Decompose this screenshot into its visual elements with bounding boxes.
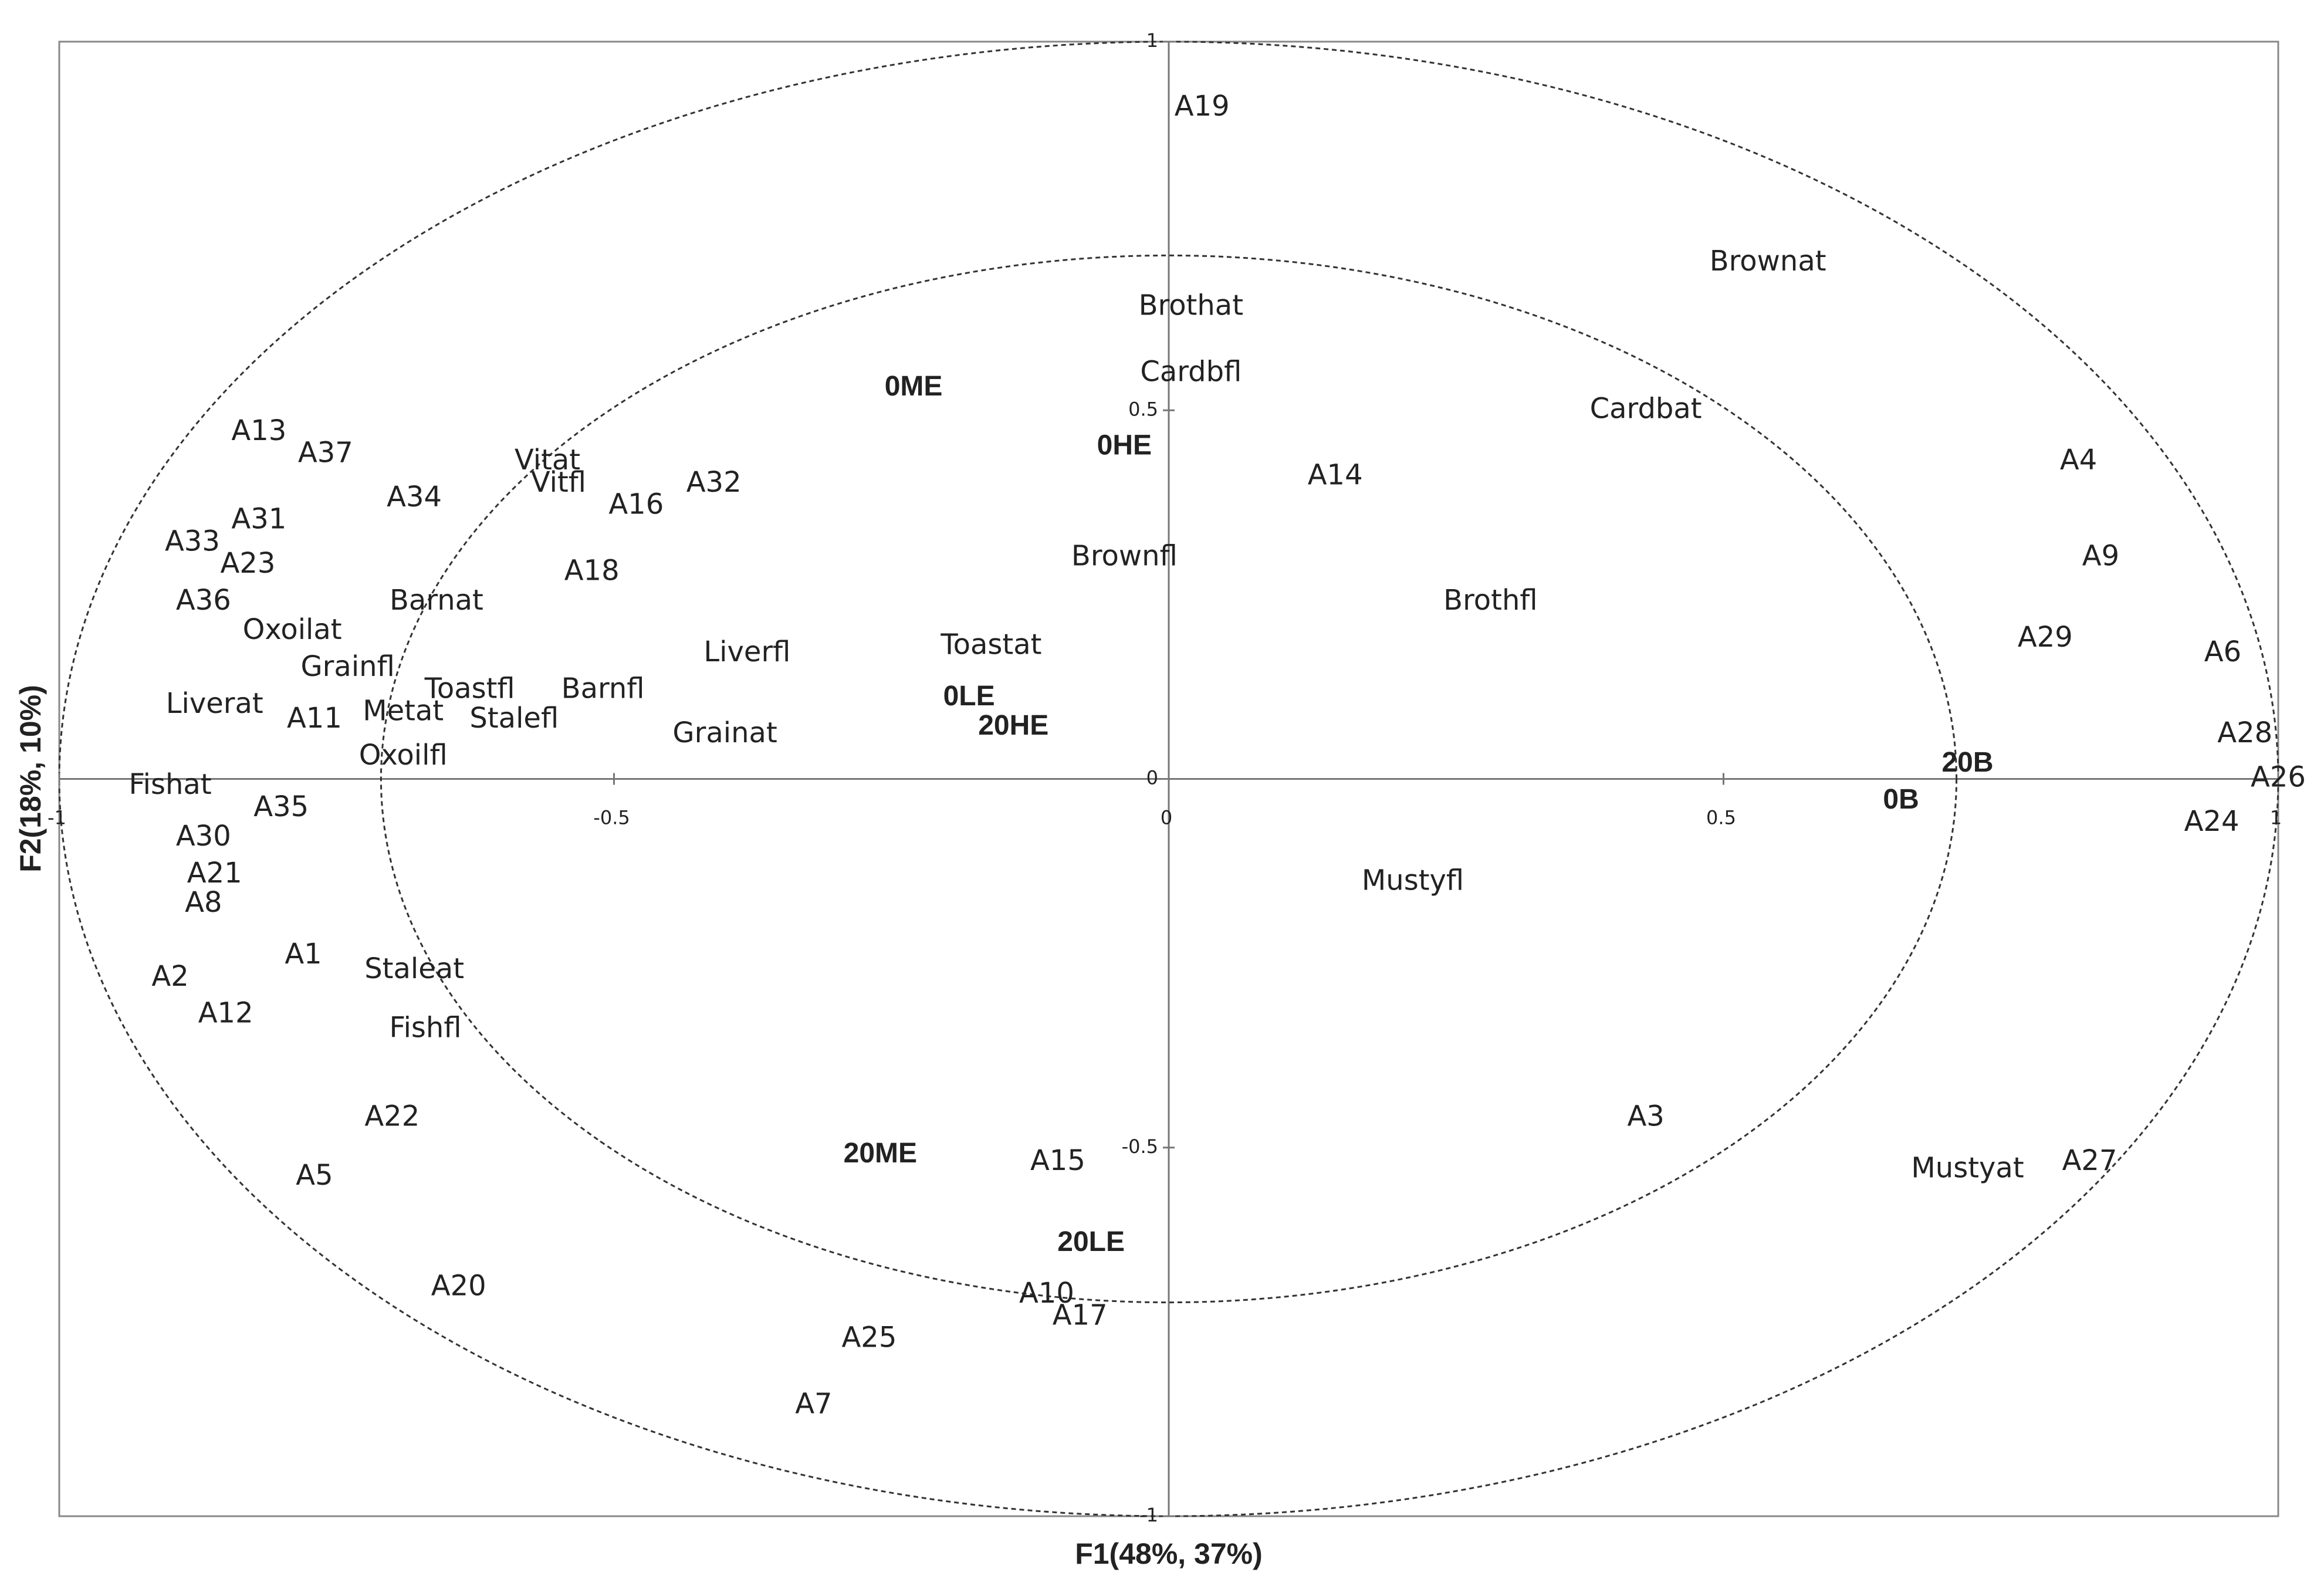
y-axis-title: F2(18%, 10%) bbox=[14, 685, 47, 873]
point-label: A29 bbox=[2018, 621, 2073, 654]
point-label: Brownat bbox=[1710, 245, 1826, 278]
point-label: A14 bbox=[1308, 458, 1363, 491]
point-label: A33 bbox=[165, 525, 220, 557]
y-tick-label: 0.5 bbox=[1128, 398, 1158, 420]
point-label: 20ME bbox=[844, 1138, 917, 1169]
point-label: Cardbat bbox=[1590, 392, 1702, 425]
point-label: Liverfl bbox=[703, 635, 790, 668]
y-tick-label: -0.5 bbox=[1122, 1135, 1158, 1158]
point-label: A30 bbox=[176, 820, 231, 853]
point-label: Liverat bbox=[166, 687, 263, 720]
point-label: Brothfl bbox=[1443, 584, 1537, 617]
point-label: 0B bbox=[1883, 784, 1919, 815]
point-label: A18 bbox=[564, 554, 620, 587]
correlation-circle bbox=[380, 254, 1958, 1304]
point-label: Fishfl bbox=[389, 1012, 461, 1044]
point-label: A34 bbox=[387, 481, 442, 513]
point-label: A26 bbox=[2251, 761, 2306, 794]
y-tick-label: -1 bbox=[1139, 1504, 1158, 1526]
point-label: Toastat bbox=[940, 628, 1041, 661]
point-label: Oxoilfl bbox=[359, 739, 448, 772]
point-label: Mustyfl bbox=[1362, 864, 1464, 897]
x-tick-label: -0.5 bbox=[593, 807, 630, 829]
point-label: Brownfl bbox=[1071, 540, 1178, 573]
point-label: A27 bbox=[2062, 1144, 2117, 1177]
point-label: A3 bbox=[1627, 1100, 1664, 1132]
point-label: A1 bbox=[285, 938, 322, 971]
point-label: A28 bbox=[2217, 716, 2272, 749]
point-label: Grainat bbox=[672, 716, 777, 749]
point-label: Toastfl bbox=[424, 672, 515, 705]
point-label: A31 bbox=[231, 503, 286, 536]
point-label: Grainfl bbox=[300, 650, 394, 683]
point-label: A32 bbox=[686, 466, 742, 499]
point-label: Mustyat bbox=[1911, 1151, 2024, 1184]
point-label: A36 bbox=[176, 584, 231, 617]
point-label: 20HE bbox=[978, 710, 1048, 741]
point-label: 0LE bbox=[943, 681, 995, 712]
point-label: Brothat bbox=[1139, 289, 1243, 322]
point-label: A6 bbox=[2204, 635, 2241, 668]
point-label: A37 bbox=[298, 437, 353, 469]
point-label: A10 bbox=[1019, 1277, 1074, 1310]
point-label: Metat bbox=[363, 694, 444, 727]
point-label: A16 bbox=[608, 488, 664, 521]
y-tick-label: 0 bbox=[1146, 767, 1158, 789]
point-label: Barnfl bbox=[561, 672, 645, 705]
point-label: A12 bbox=[198, 997, 253, 1030]
x-tick-label: -1 bbox=[48, 807, 66, 829]
x-tick-label: 1 bbox=[2270, 807, 2282, 829]
y-tick-label: 1 bbox=[1146, 29, 1158, 52]
point-label: 0ME bbox=[885, 371, 943, 402]
point-label: Oxoilat bbox=[243, 613, 342, 646]
point-label: Vitat bbox=[515, 444, 580, 476]
x-axis-title: F1(48%, 37%) bbox=[1075, 1537, 1263, 1570]
point-label: A19 bbox=[1175, 90, 1230, 123]
point-label: A15 bbox=[1030, 1144, 1085, 1177]
point-label: A2 bbox=[151, 960, 188, 993]
point-label: Vitfl bbox=[531, 466, 586, 499]
point-label: Cardbfl bbox=[1140, 355, 1242, 388]
point-label: A25 bbox=[841, 1321, 897, 1354]
point-label: A35 bbox=[253, 790, 309, 823]
point-label: Stalefl bbox=[469, 702, 559, 735]
point-label: 20B bbox=[1941, 747, 1993, 778]
point-label: A23 bbox=[221, 547, 276, 580]
point-label: A20 bbox=[431, 1269, 486, 1302]
point-label: A8 bbox=[185, 886, 222, 919]
point-label: A24 bbox=[2184, 805, 2240, 838]
point-label: A11 bbox=[287, 702, 342, 735]
point-label: A13 bbox=[231, 414, 286, 447]
point-label: Staleat bbox=[364, 952, 464, 985]
x-tick-label: 0 bbox=[1161, 807, 1172, 829]
point-label: Barnat bbox=[390, 584, 483, 617]
point-label: A5 bbox=[296, 1159, 333, 1192]
point-label: A17 bbox=[1053, 1299, 1108, 1332]
point-label: A22 bbox=[364, 1100, 420, 1132]
point-label: A9 bbox=[2082, 540, 2119, 573]
point-label: A7 bbox=[795, 1388, 832, 1421]
point-label: A21 bbox=[187, 857, 242, 890]
point-label: Fishat bbox=[129, 768, 212, 801]
point-label: 20LE bbox=[1057, 1226, 1125, 1257]
point-label: 0HE bbox=[1097, 430, 1152, 461]
x-tick-label: 0.5 bbox=[1706, 807, 1736, 829]
point-label: A4 bbox=[2060, 444, 2097, 476]
